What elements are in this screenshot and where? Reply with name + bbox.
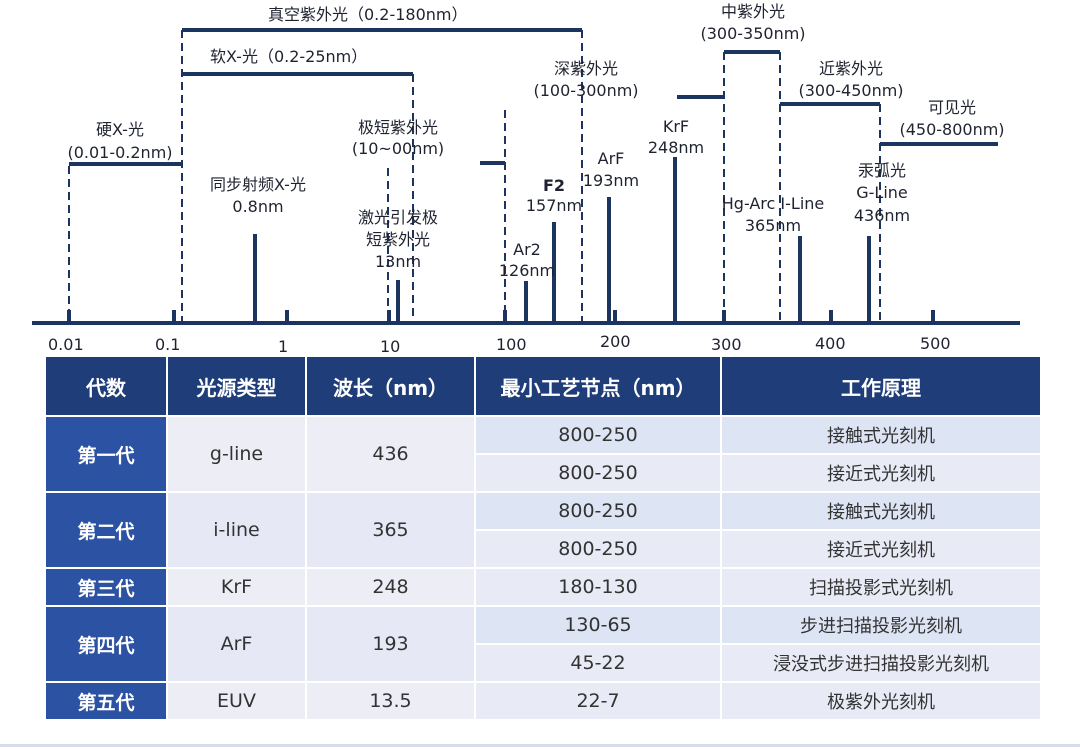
- principle-cell: 步进扫描投影光刻机: [720, 605, 1042, 645]
- soft-xray-label: 软X-光（0.2-25nm）: [210, 47, 367, 66]
- node-cell: 180-130: [474, 567, 722, 607]
- vacuum-uv-label: 真空紫外光（0.2-180nm）: [268, 5, 468, 24]
- axis-tick-label: 300: [711, 335, 742, 354]
- axis-tick-label: 10: [380, 337, 400, 355]
- hard-xray-label: 硬X-光: [96, 120, 144, 139]
- header-wavelength: 波长（nm）: [305, 355, 476, 417]
- axis-tick-label: 200: [600, 332, 631, 351]
- source-cell: KrF: [166, 567, 307, 607]
- generation-cell: 第四代: [44, 605, 168, 683]
- visible-range: (450-800nm): [899, 120, 1004, 139]
- hg-g-label: 汞弧光: [858, 161, 906, 180]
- near-uv-label: 近紫外光: [819, 59, 883, 78]
- principle-cell: 极紫外光刻机: [720, 681, 1042, 721]
- ultrashort-uv-label: 极短紫外光: [358, 118, 438, 137]
- wavelength-cell: 13.5: [305, 681, 476, 721]
- table-row: 800-250 接近式光刻机: [45, 453, 1042, 493]
- source-cell: i-line: [166, 491, 307, 569]
- synchrotron-label: 同步射频X-光: [210, 175, 306, 194]
- node-cell: 130-65: [474, 605, 722, 645]
- deep-uv-range: (100-300nm): [533, 81, 638, 100]
- table-row: 第二代 i-line 365 800-250 接触式光刻机: [44, 491, 1042, 569]
- source-cell: ArF: [166, 605, 307, 683]
- laser-euv-wavelength: 13nm: [375, 252, 421, 271]
- arf-label: ArF: [598, 149, 625, 168]
- source-cell: EUV: [166, 681, 307, 721]
- axis-tick-label: 400: [815, 334, 846, 353]
- axis-tick-label: 1: [278, 337, 288, 355]
- krf-wavelength: 248nm: [648, 138, 704, 157]
- header-generation: 代数: [44, 355, 168, 417]
- arf-wavelength: 193nm: [583, 171, 639, 190]
- generation-cell: 第二代: [44, 491, 168, 569]
- generation-cell: 第五代: [44, 681, 168, 721]
- wavelength-cell: 365: [305, 491, 476, 569]
- generation-cell: 第一代: [44, 415, 168, 493]
- principle-cell: 接触式光刻机: [720, 491, 1042, 531]
- deep-uv-label: 深紫外光: [554, 59, 618, 78]
- spectrum-diagram: 0.01 0.1 1 10 100 200 300 400 500: [32, 2, 1020, 355]
- node-cell: 800-250: [474, 491, 722, 531]
- hg-i-label: Hg-Arc I-Line: [722, 194, 825, 213]
- header-principle: 工作原理: [720, 355, 1042, 417]
- synchrotron-wavelength: 0.8nm: [232, 197, 283, 216]
- generation-cell: 第三代: [44, 567, 168, 607]
- laser-euv-label-2: 短紫外光: [366, 230, 430, 249]
- visible-label: 可见光: [928, 98, 976, 117]
- table-row: 45-22 浸没式步进扫描投影光刻机: [45, 643, 1042, 683]
- principle-cell: 接触式光刻机: [720, 415, 1042, 455]
- f2-wavelength: 157nm: [526, 196, 582, 215]
- wavelength-cell: 436: [305, 415, 476, 493]
- principle-cell: 浸没式步进扫描投影光刻机: [720, 643, 1042, 683]
- ar2-label: Ar2: [513, 240, 541, 259]
- hg-g-wavelength: 436nm: [854, 206, 910, 225]
- f2-label: F2: [543, 176, 565, 195]
- hard-xray-range: (0.01-0.2nm): [67, 143, 172, 162]
- near-uv-range: (300-450nm): [798, 81, 903, 100]
- node-cell: 45-22: [474, 643, 722, 683]
- axis-tick-label: 500: [920, 334, 951, 353]
- axis-tick-label: 0.01: [48, 335, 84, 354]
- source-cell: g-line: [166, 415, 307, 493]
- mid-uv-range: (300-350nm): [700, 24, 805, 43]
- hg-g-line-label: G-Line: [856, 183, 908, 202]
- node-cell: 800-250: [474, 415, 722, 455]
- ultrashort-uv-range: (10~00nm): [352, 139, 444, 158]
- header-min-node: 最小工艺节点（nm）: [474, 355, 722, 417]
- table-row: 第一代 g-line 436 800-250 接触式光刻机: [44, 415, 1042, 493]
- ar2-wavelength: 126nm: [499, 261, 555, 280]
- wavelength-cell: 248: [305, 567, 476, 607]
- table-row: 第三代 KrF 248 180-130 扫描投影式光刻机: [44, 567, 1042, 607]
- axis-tick-label: 0.1: [155, 335, 180, 354]
- mid-uv-label: 中紫外光: [721, 2, 785, 21]
- principle-cell: 接近式光刻机: [720, 529, 1042, 569]
- principle-cell: 接近式光刻机: [720, 453, 1042, 493]
- table-row: 第四代 ArF 193 130-65 步进扫描投影光刻机: [44, 605, 1042, 683]
- krf-label: KrF: [663, 117, 689, 136]
- table-row: 800-250 接近式光刻机: [45, 529, 1042, 569]
- principle-cell: 扫描投影式光刻机: [720, 567, 1042, 607]
- header-source-type: 光源类型: [166, 355, 307, 417]
- node-cell: 800-250: [474, 529, 722, 569]
- lithography-generations-table: 代数 光源类型 波长（nm） 最小工艺节点（nm） 工作原理 第一代 g-lin…: [44, 355, 1042, 721]
- wavelength-cell: 193: [305, 605, 476, 683]
- node-cell: 22-7: [474, 681, 722, 721]
- node-cell: 800-250: [474, 453, 722, 493]
- table-header-row: 代数 光源类型 波长（nm） 最小工艺节点（nm） 工作原理: [44, 355, 1042, 417]
- laser-euv-label: 激光引发极: [358, 208, 438, 227]
- bottom-divider: [0, 744, 1080, 747]
- table-row: 第五代 EUV 13.5 22-7 极紫外光刻机: [44, 681, 1042, 721]
- axis-tick-label: 100: [496, 335, 527, 354]
- hg-i-wavelength: 365nm: [745, 216, 801, 235]
